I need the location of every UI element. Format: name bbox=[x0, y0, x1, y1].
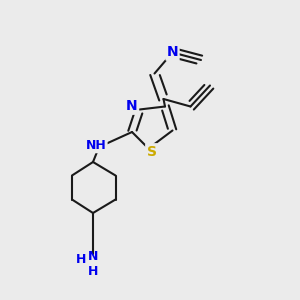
Text: H: H bbox=[88, 265, 98, 278]
Text: NH: NH bbox=[85, 139, 106, 152]
Text: N: N bbox=[126, 100, 138, 113]
Text: S: S bbox=[146, 145, 157, 158]
Text: N: N bbox=[88, 250, 98, 263]
Text: H: H bbox=[76, 253, 86, 266]
Text: N: N bbox=[167, 46, 178, 59]
